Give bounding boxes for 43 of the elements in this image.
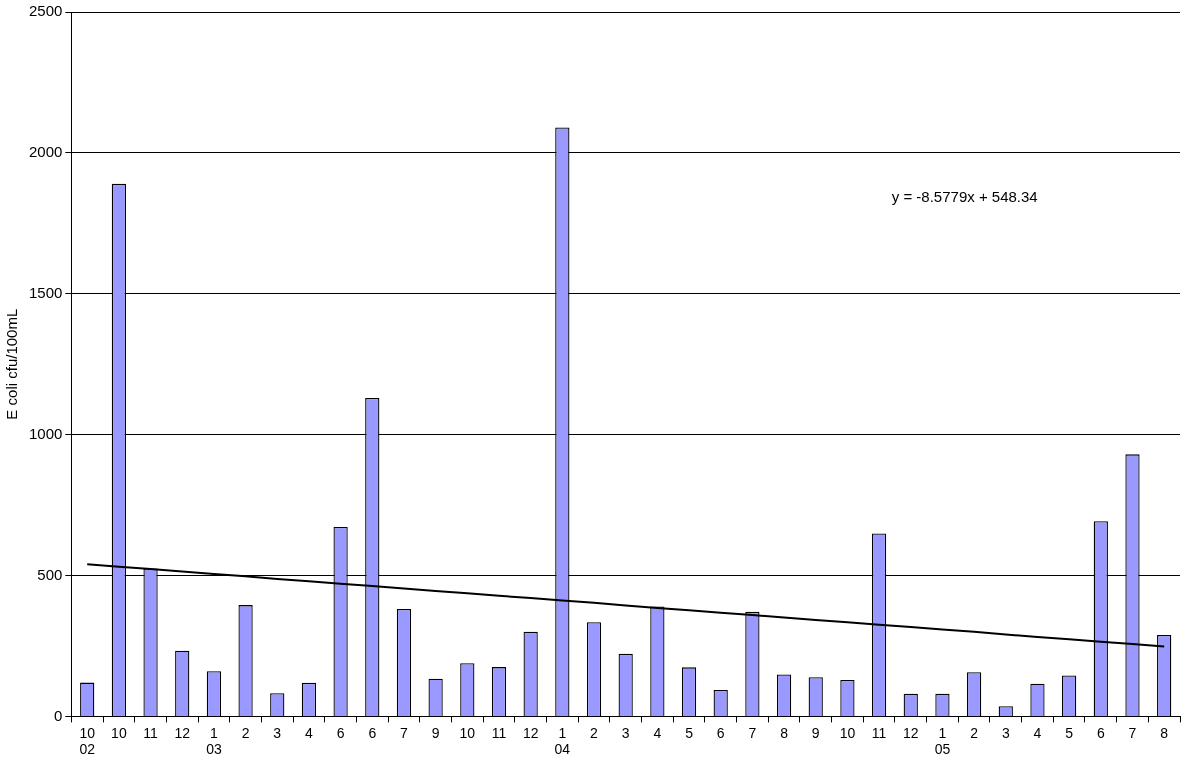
x-tick-label: 10 02 [79, 724, 96, 758]
x-tick-label: 12 [902, 724, 919, 741]
x-tick-label: 3 [621, 724, 630, 741]
x-tick-label: 10 [111, 724, 127, 741]
x-tick-label: 1 03 [206, 724, 222, 758]
x-tick-label: 6 [336, 724, 345, 741]
x-tick-label: 4 [1033, 724, 1042, 741]
y-tick-label: 0 [54, 706, 63, 724]
x-tick-label: 8 [1160, 724, 1169, 741]
x-tick-label: 11 [491, 724, 507, 741]
x-tick-label: 1 05 [934, 724, 951, 758]
x-tick-label: 10 [839, 724, 856, 741]
x-tick-label: 12 [174, 724, 191, 741]
x-tick-label: 2 [970, 724, 979, 741]
x-tick-label: 6 [716, 724, 725, 741]
x-tick-label: 2 [590, 724, 599, 741]
x-tick-label: 7 [748, 724, 757, 741]
x-tick-label: 9 [431, 724, 440, 741]
x-tick-label: 11 [871, 724, 887, 741]
x-tick-label: 1 04 [554, 724, 571, 758]
x-tick-label: 4 [305, 724, 314, 741]
x-tick-label: 3 [273, 724, 282, 741]
y-tick-label: 1000 [28, 424, 63, 442]
x-tick-label: 2 [241, 724, 250, 741]
x-tick-label: 7 [1128, 724, 1137, 741]
x-tick-label: 8 [780, 724, 789, 741]
x-tick-label: 6 [1096, 724, 1105, 741]
x-tick-label: 9 [811, 724, 820, 741]
y-tick-label: 1500 [28, 283, 63, 301]
x-tick-label: 7 [400, 724, 409, 741]
x-tick-label: 4 [653, 724, 662, 741]
x-tick-label: 3 [1001, 724, 1010, 741]
x-tick-label: 12 [522, 724, 539, 741]
x-tick-label: 5 [1065, 724, 1074, 741]
x-tick-label: 6 [368, 724, 377, 741]
x-tick-label: 11 [143, 724, 159, 741]
annotation: y = -8.5779x + 548.34 [891, 188, 1038, 206]
y-axis-title: E coli cfu/100mL [3, 308, 21, 420]
y-tick-label: 2000 [28, 143, 63, 161]
y-tick-label: 2500 [28, 2, 63, 20]
x-tick-label: 5 [685, 724, 694, 741]
y-tick-label: 500 [37, 565, 63, 583]
x-tick-label: 10 [459, 724, 476, 741]
